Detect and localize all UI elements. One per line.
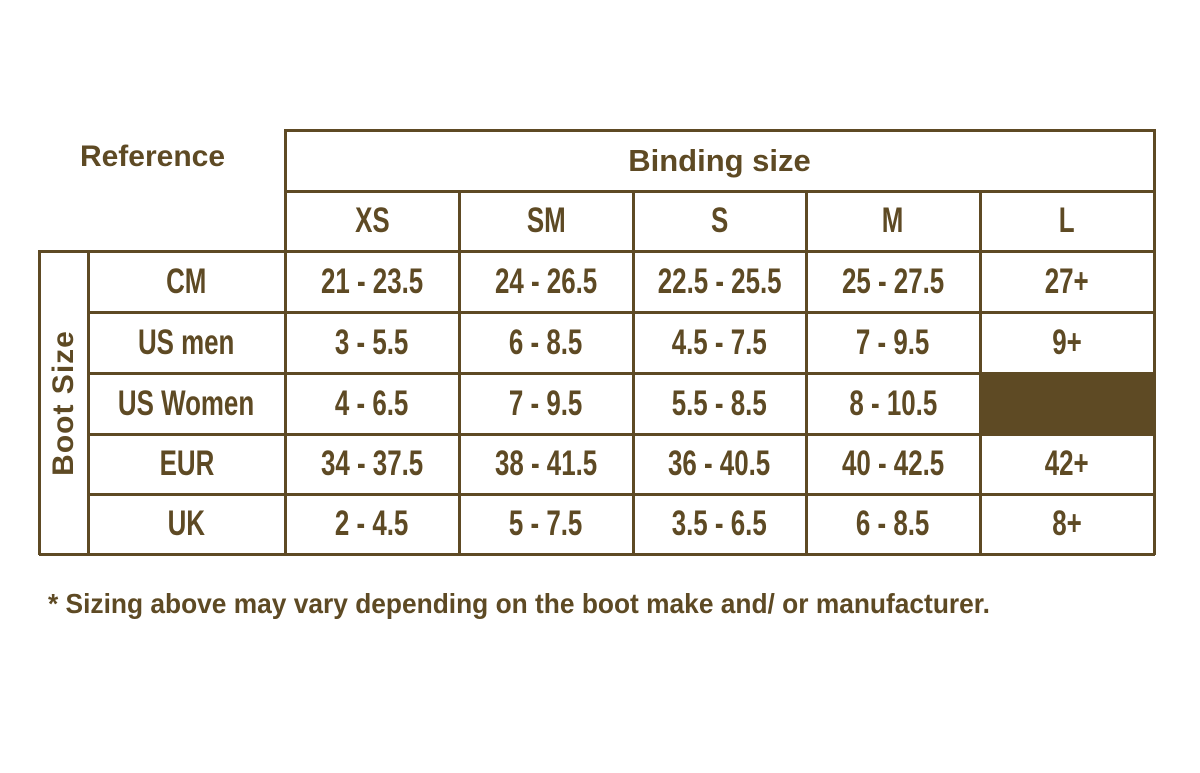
table-cell: 22.5 - 25.5 bbox=[633, 251, 806, 312]
table-cell-text: 4 - 6.5 bbox=[335, 383, 409, 423]
table-cell: 40 - 42.5 bbox=[806, 434, 980, 494]
table-cell: 34 - 37.5 bbox=[285, 434, 459, 494]
table-cell-text: 6 - 8.5 bbox=[856, 504, 930, 543]
table-cell-text: 34 - 37.5 bbox=[320, 444, 424, 483]
row-label: US Women bbox=[88, 373, 285, 434]
table-cell-text: 6 - 8.5 bbox=[509, 322, 583, 362]
table-cell: 8+ bbox=[980, 494, 1154, 554]
table-cell-text: 27+ bbox=[1045, 261, 1089, 301]
table-cell: 4.5 - 7.5 bbox=[633, 312, 806, 373]
table-cell-text: 8 - 10.5 bbox=[849, 383, 937, 423]
table-cell-text: 5 - 7.5 bbox=[509, 504, 583, 543]
binding-size-heading: Binding size bbox=[628, 142, 811, 178]
table-cell: 3.5 - 6.5 bbox=[633, 494, 806, 554]
table-border bbox=[805, 190, 808, 555]
table-cell: 8 - 10.5 bbox=[806, 373, 980, 434]
table-cell: 27+ bbox=[980, 251, 1154, 312]
table-cell-text: 9+ bbox=[1052, 322, 1082, 362]
table-cell-text: 22.5 - 25.5 bbox=[657, 261, 782, 301]
column-header-l-text: L bbox=[1059, 201, 1075, 240]
table-cell: 7 - 9.5 bbox=[806, 312, 980, 373]
table-border bbox=[285, 190, 1155, 193]
column-header-s-text: S bbox=[710, 201, 729, 240]
table-cell-text: 7 - 9.5 bbox=[856, 322, 930, 362]
table-cell-text: 40 - 42.5 bbox=[841, 444, 945, 483]
row-label: UK bbox=[88, 494, 285, 554]
table-cell: 2 - 4.5 bbox=[285, 494, 459, 554]
table-cell-text: 24 - 26.5 bbox=[494, 261, 598, 301]
table-border bbox=[88, 493, 1155, 496]
row-label: CM bbox=[88, 251, 285, 312]
column-header-sm: SM bbox=[459, 191, 633, 251]
table-cell-text: 25 - 27.5 bbox=[841, 261, 945, 301]
reference-heading: Reference bbox=[79, 140, 226, 173]
table-cell: 4 - 6.5 bbox=[285, 373, 459, 434]
column-header-sm-text: SM bbox=[526, 201, 566, 240]
table-cell: 24 - 26.5 bbox=[459, 251, 633, 312]
column-header-xs-text: XS bbox=[354, 201, 390, 240]
table-border bbox=[458, 190, 461, 555]
table-border bbox=[88, 433, 1155, 436]
table-border bbox=[632, 190, 635, 555]
column-header-m: M bbox=[806, 191, 980, 251]
row-label: US men bbox=[88, 312, 285, 373]
column-header-s: S bbox=[633, 191, 806, 251]
table-cell: 6 - 8.5 bbox=[806, 494, 980, 554]
table-cell: 36 - 40.5 bbox=[633, 434, 806, 494]
table-border bbox=[39, 553, 1155, 556]
row-label: EUR bbox=[88, 434, 285, 494]
table-cell-text: 3 - 5.5 bbox=[335, 322, 409, 362]
table-cell-text: 38 - 41.5 bbox=[494, 444, 598, 483]
table-cell-text: 3.5 - 6.5 bbox=[671, 504, 768, 543]
table-cell-text: 42+ bbox=[1045, 444, 1089, 483]
table-cell: 5 - 7.5 bbox=[459, 494, 633, 554]
table-cell-text: 36 - 40.5 bbox=[668, 444, 771, 483]
column-header-m-text: M bbox=[882, 201, 904, 240]
boot-size-heading: Boot Size bbox=[46, 329, 80, 476]
column-header-l: L bbox=[980, 191, 1154, 251]
table-border bbox=[88, 311, 1155, 314]
table-cell-text: 8+ bbox=[1052, 504, 1082, 543]
table-border bbox=[87, 250, 90, 555]
table-cell-text: 5.5 - 8.5 bbox=[671, 383, 768, 423]
row-label-text: EUR bbox=[159, 444, 214, 483]
table-cell: 5.5 - 8.5 bbox=[633, 373, 806, 434]
row-label-text: UK bbox=[167, 504, 206, 543]
table-cell: 42+ bbox=[980, 434, 1154, 494]
table-cell-text: 2 - 4.5 bbox=[335, 504, 409, 543]
row-label-text: CM bbox=[166, 261, 207, 301]
table-cell: 9+ bbox=[980, 312, 1154, 373]
table-cell: 38 - 41.5 bbox=[459, 434, 633, 494]
table-border bbox=[284, 129, 287, 555]
table-cell: 6 - 8.5 bbox=[459, 312, 633, 373]
table-cell: 3 - 5.5 bbox=[285, 312, 459, 373]
column-header-xs: XS bbox=[285, 191, 459, 251]
table-border bbox=[285, 129, 1155, 132]
row-label-text: US Women bbox=[118, 383, 255, 423]
footnote: * Sizing above may vary depending on the… bbox=[48, 588, 990, 619]
table-cell: 25 - 27.5 bbox=[806, 251, 980, 312]
table-border bbox=[38, 250, 41, 555]
table-cell-text: 21 - 23.5 bbox=[320, 261, 424, 301]
table-cell: 7 - 9.5 bbox=[459, 373, 633, 434]
row-label-text: US men bbox=[138, 322, 235, 362]
table-cell-text: 7 - 9.5 bbox=[509, 383, 583, 423]
table-border bbox=[39, 250, 1155, 253]
table-cell bbox=[980, 373, 1154, 434]
table-border bbox=[1153, 129, 1156, 555]
table-border bbox=[979, 190, 982, 555]
table-cell: 21 - 23.5 bbox=[285, 251, 459, 312]
table-cell-text: 4.5 - 7.5 bbox=[671, 322, 768, 362]
table-border bbox=[88, 372, 1155, 375]
